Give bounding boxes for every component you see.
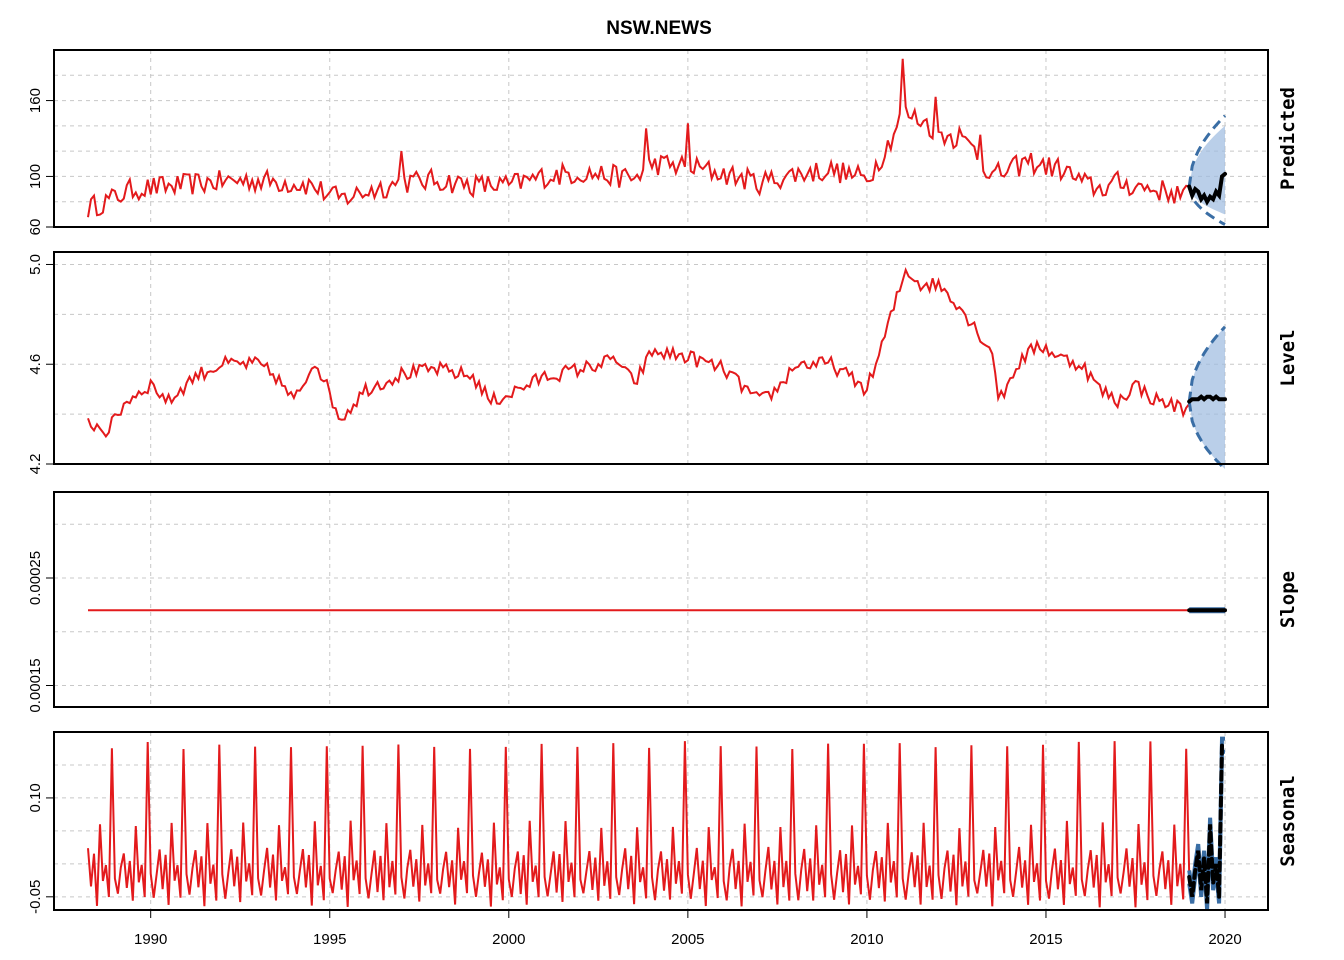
forecast-mean (1187, 743, 1227, 904)
forecast-upper (1187, 114, 1227, 187)
panel-seasonal: -0.05 0.10 Seasonal (27, 731, 1299, 914)
panel-label-level: Level (1277, 329, 1299, 386)
panel-label-slope: Slope (1277, 571, 1299, 628)
panel-label-seasonal: Seasonal (1277, 775, 1299, 867)
y-tick-label: 100 (27, 164, 44, 189)
y-tick-label: 60 (27, 219, 44, 236)
x-tick-label: 2005 (671, 931, 704, 948)
x-tick-label: 2020 (1208, 931, 1241, 948)
forecast-mean (1187, 394, 1227, 404)
forecast-mean (1187, 171, 1227, 206)
y-tick-label: 0.00025 (27, 551, 44, 605)
x-tick-label: 2015 (1029, 931, 1062, 948)
y-tick-label: 4.2 (27, 454, 44, 475)
x-tick-label: 1995 (313, 931, 346, 948)
x-tick-label: 1990 (134, 931, 167, 948)
panel-predicted: 60 100 160 Predicted (27, 49, 1299, 236)
y-tick-label: 160 (27, 88, 44, 113)
panel-frame (53, 731, 1269, 911)
x-tick-label: 2010 (850, 931, 883, 948)
panel-level: 4.2 4.6 5.0 Level (27, 251, 1299, 475)
y-tick-label: 0.10 (27, 783, 44, 812)
panel-label-predicted: Predicted (1277, 87, 1299, 190)
series-fitted (87, 741, 1191, 908)
chart-title: NSW.NEWS (606, 18, 712, 39)
forecast-upper (1187, 325, 1227, 402)
series-fitted (87, 267, 1190, 439)
panel-frame (53, 491, 1269, 708)
x-tick-label: 2000 (492, 931, 525, 948)
y-tick-label: 5.0 (27, 254, 44, 275)
series-fitted (87, 58, 1190, 218)
y-tick-label: 0.00015 (27, 658, 44, 712)
forecast-lower (1187, 186, 1226, 226)
y-tick-label: -0.05 (27, 880, 44, 914)
panel-frame (53, 49, 1269, 228)
y-tick-label: 4.6 (27, 354, 44, 375)
x-axis: 1990 1995 2000 2005 2010 2015 2020 (134, 910, 1242, 948)
panel-slope: 0.00015 0.00025 Slope (27, 491, 1299, 713)
panel-frame (53, 251, 1269, 465)
